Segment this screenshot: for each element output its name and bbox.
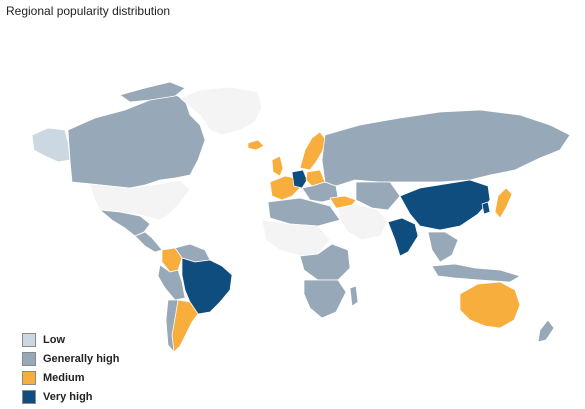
- region-central-asia[interactable]: [355, 181, 401, 211]
- legend-label: Low: [43, 333, 65, 346]
- region-iceland[interactable]: [247, 139, 265, 151]
- map-title: Regional popularity distribution: [6, 4, 171, 18]
- region-new-zealand[interactable]: [537, 319, 555, 343]
- region-north-africa[interactable]: [267, 197, 341, 227]
- region-middle-east[interactable]: [337, 203, 389, 241]
- legend-item-generally-high[interactable]: Generally high: [22, 349, 119, 368]
- region-alaska[interactable]: [31, 127, 71, 163]
- region-central-africa[interactable]: [299, 243, 351, 281]
- region-canada-islands[interactable]: [119, 81, 186, 103]
- legend-label: Generally high: [43, 352, 120, 365]
- legend-swatch: [22, 389, 36, 404]
- region-japan[interactable]: [494, 187, 513, 219]
- region-australia[interactable]: [459, 281, 521, 329]
- legend-label: Very high: [43, 390, 93, 403]
- region-chile[interactable]: [165, 299, 179, 353]
- legend-swatch: [22, 370, 36, 385]
- region-central-america[interactable]: [134, 231, 163, 253]
- legend-item-very-high[interactable]: Very high: [22, 387, 119, 406]
- region-india[interactable]: [387, 217, 419, 257]
- region-china[interactable]: [399, 179, 491, 231]
- legend-swatch: [22, 332, 36, 347]
- legend-item-medium[interactable]: Medium: [22, 368, 119, 387]
- legend: Low Generally high Medium Very high: [22, 330, 119, 406]
- region-scandinavia[interactable]: [299, 131, 327, 171]
- region-madagascar[interactable]: [349, 285, 359, 307]
- legend-label: Medium: [43, 371, 85, 384]
- region-canada[interactable]: [67, 91, 206, 189]
- region-eastern-europe[interactable]: [301, 181, 339, 203]
- region-peru[interactable]: [157, 264, 186, 301]
- region-russia[interactable]: [321, 109, 571, 187]
- region-south-korea[interactable]: [481, 201, 491, 215]
- region-mexico[interactable]: [99, 209, 151, 237]
- region-brazil[interactable]: [181, 257, 233, 315]
- region-turkey[interactable]: [329, 195, 357, 209]
- region-southeast-asia[interactable]: [427, 231, 459, 263]
- region-southern-africa[interactable]: [303, 279, 347, 319]
- legend-item-low[interactable]: Low: [22, 330, 119, 349]
- legend-swatch: [22, 351, 36, 366]
- region-indonesia[interactable]: [431, 263, 521, 283]
- region-western-europe[interactable]: [269, 175, 301, 201]
- region-greenland[interactable]: [179, 86, 263, 136]
- region-germany[interactable]: [291, 169, 308, 189]
- region-uk[interactable]: [271, 155, 284, 177]
